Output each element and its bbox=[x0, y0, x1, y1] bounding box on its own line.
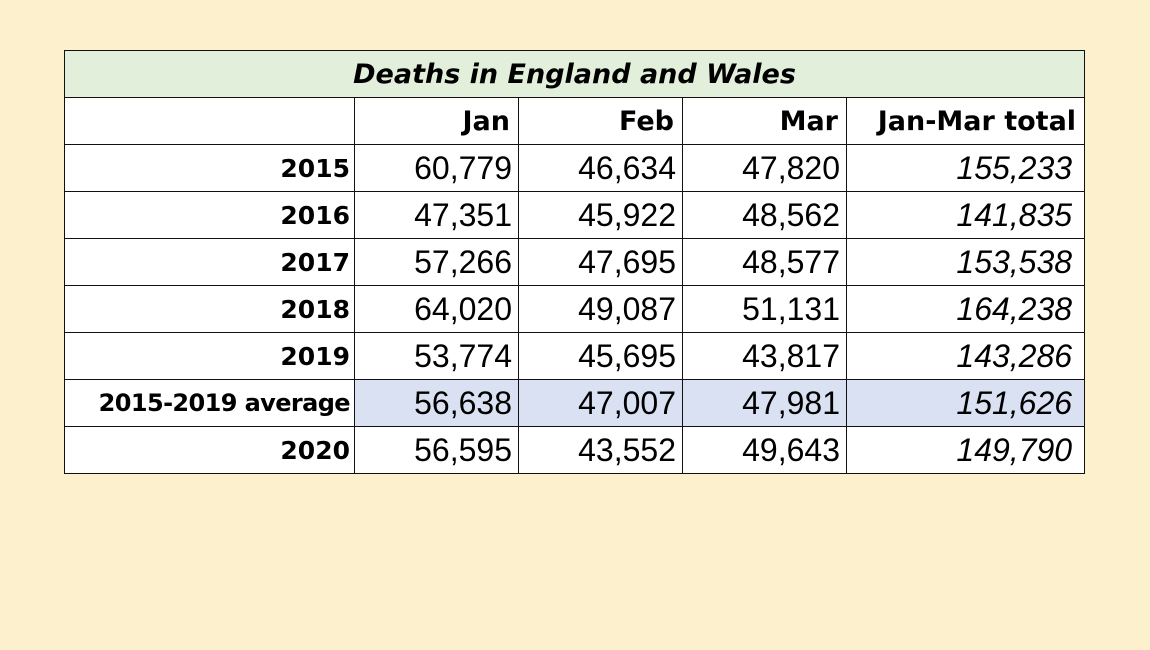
cell-total: 155,233 bbox=[845, 144, 1086, 192]
row-label: 2020 bbox=[64, 426, 355, 474]
table-title: Deaths in England and Wales bbox=[63, 50, 1086, 98]
cell-mar: 48,562 bbox=[682, 191, 847, 239]
average-row: 2015-2019 average 56,638 47,007 47,981 1… bbox=[64, 379, 1086, 427]
cell-feb: 46,634 bbox=[518, 144, 683, 192]
column-header-jan: Jan bbox=[354, 97, 519, 145]
deaths-table: Deaths in England and Wales Jan Feb Mar … bbox=[63, 50, 1086, 474]
cell-total: 141,835 bbox=[845, 191, 1086, 239]
row-label: 2015-2019 average bbox=[64, 379, 355, 427]
cell-jan: 56,638 bbox=[354, 379, 519, 427]
row-label: 2016 bbox=[64, 191, 355, 239]
cell-jan: 47,351 bbox=[354, 191, 519, 239]
table-row: 2017 57,266 47,695 48,577 153,538 bbox=[64, 238, 1086, 286]
row-label: 2018 bbox=[64, 285, 355, 333]
header-row: Jan Feb Mar Jan-Mar total bbox=[64, 97, 1086, 145]
cell-mar: 47,820 bbox=[682, 144, 847, 192]
cell-total: 153,538 bbox=[845, 238, 1086, 286]
table-row: 2015 60,779 46,634 47,820 155,233 bbox=[64, 144, 1086, 192]
cell-feb: 49,087 bbox=[518, 285, 683, 333]
table-row: 2019 53,774 45,695 43,817 143,286 bbox=[64, 332, 1086, 380]
cell-mar: 49,643 bbox=[682, 426, 847, 474]
row-label: 2015 bbox=[64, 144, 355, 192]
cell-mar: 43,817 bbox=[682, 332, 847, 380]
table-row: 2016 47,351 45,922 48,562 141,835 bbox=[64, 191, 1086, 239]
cell-mar: 48,577 bbox=[682, 238, 847, 286]
cell-feb: 43,552 bbox=[518, 426, 683, 474]
cell-jan: 57,266 bbox=[354, 238, 519, 286]
cell-total: 143,286 bbox=[845, 332, 1086, 380]
cell-feb: 47,007 bbox=[518, 379, 683, 427]
cell-total: 149,790 bbox=[845, 426, 1086, 474]
cell-jan: 64,020 bbox=[354, 285, 519, 333]
cell-total: 151,626 bbox=[845, 379, 1086, 427]
cell-total: 164,238 bbox=[845, 285, 1086, 333]
row-label: 2019 bbox=[64, 332, 355, 380]
cell-feb: 47,695 bbox=[518, 238, 683, 286]
column-header-corner bbox=[64, 97, 355, 145]
row-label: 2017 bbox=[64, 238, 355, 286]
table-row: 2020 56,595 43,552 49,643 149,790 bbox=[64, 426, 1086, 474]
cell-feb: 45,922 bbox=[518, 191, 683, 239]
cell-feb: 45,695 bbox=[518, 332, 683, 380]
column-header-feb: Feb bbox=[518, 97, 683, 145]
title-row: Deaths in England and Wales bbox=[63, 50, 1086, 98]
table-row: 2018 64,020 49,087 51,131 164,238 bbox=[64, 285, 1086, 333]
cell-jan: 53,774 bbox=[354, 332, 519, 380]
column-header-total: Jan-Mar total bbox=[845, 97, 1086, 145]
cell-jan: 60,779 bbox=[354, 144, 519, 192]
column-header-mar: Mar bbox=[682, 97, 847, 145]
cell-jan: 56,595 bbox=[354, 426, 519, 474]
cell-mar: 47,981 bbox=[682, 379, 847, 427]
cell-mar: 51,131 bbox=[682, 285, 847, 333]
